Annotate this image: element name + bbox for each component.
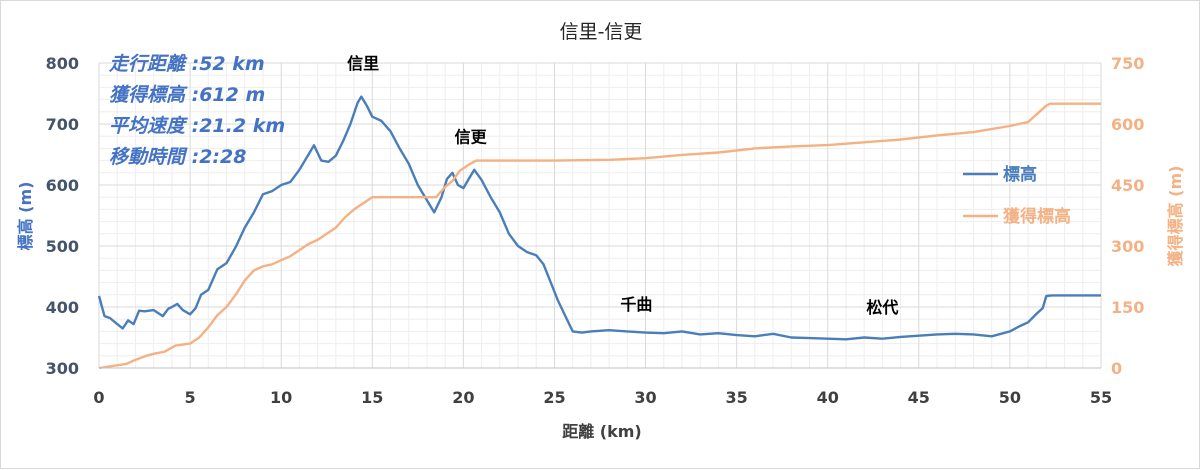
y-left-axis-title: 標高 (m) — [16, 182, 35, 251]
y-right-tick-label: 600 — [1111, 115, 1144, 134]
y-left-tick-label: 800 — [46, 54, 79, 73]
x-tick-label: 30 — [634, 388, 656, 407]
stats-block: 走行距離 :52 km 獲得標高 :612 m 平均速度 :21.2 km 移動時間 … — [108, 53, 285, 168]
x-tick-label: 35 — [726, 388, 748, 407]
y-right-tick-label: 150 — [1111, 298, 1144, 317]
y-left-tick-label: 600 — [46, 176, 79, 195]
y-right-tick-label: 750 — [1111, 54, 1144, 73]
y-left-tick-label: 500 — [46, 237, 79, 256]
place-annotation: 松代 — [866, 298, 898, 317]
legend-label: 獲得標高 — [1003, 206, 1071, 227]
chart-title: 信里-信更 — [560, 21, 643, 43]
stat-line: 獲得標高 :612 m — [109, 84, 265, 106]
x-axis-title: 距離 (km) — [562, 422, 642, 441]
y-right-axis-title: 獲得標高 (m) — [1166, 166, 1185, 267]
x-tick-label: 25 — [543, 388, 565, 407]
y-left-tick-label: 400 — [46, 298, 79, 317]
stat-line: 平均速度 :21.2 km — [109, 115, 285, 137]
series-line-elevation — [97, 95, 1101, 341]
x-tick-label: 5 — [185, 388, 196, 407]
axes: 0 5 10 15 20 25 30 35 40 45 50 55 300 400 500 600 700 800… — [16, 54, 1185, 441]
series-line-gain — [98, 102, 1101, 370]
y-right-tick-label: 450 — [1111, 176, 1144, 195]
x-tick-label: 45 — [908, 388, 930, 407]
x-tick-label: 55 — [1090, 388, 1112, 407]
y-right-tick-label: 300 — [1111, 237, 1144, 256]
y-left-tick-label: 700 — [46, 115, 79, 134]
x-tick-label: 15 — [361, 388, 383, 407]
series-layer — [97, 95, 1101, 370]
x-tick-label: 40 — [817, 388, 839, 407]
x-tick-label: 10 — [270, 388, 292, 407]
legend-label: 標高 — [1003, 164, 1037, 185]
stat-line: 走行距離 :52 km — [108, 53, 265, 75]
place-annotation: 信里 — [347, 54, 379, 73]
x-tick-label: 0 — [93, 388, 104, 407]
x-tick-label: 20 — [452, 388, 474, 407]
place-annotation: 信更 — [455, 127, 488, 146]
grid — [98, 62, 1102, 369]
y-left-tick-label: 300 — [46, 359, 79, 378]
y-right-tick-label: 0 — [1111, 359, 1122, 378]
x-tick-label: 50 — [999, 388, 1021, 407]
stat-line: 移動時間 :2:28 — [109, 146, 246, 168]
place-annotation: 千曲 — [620, 295, 652, 314]
